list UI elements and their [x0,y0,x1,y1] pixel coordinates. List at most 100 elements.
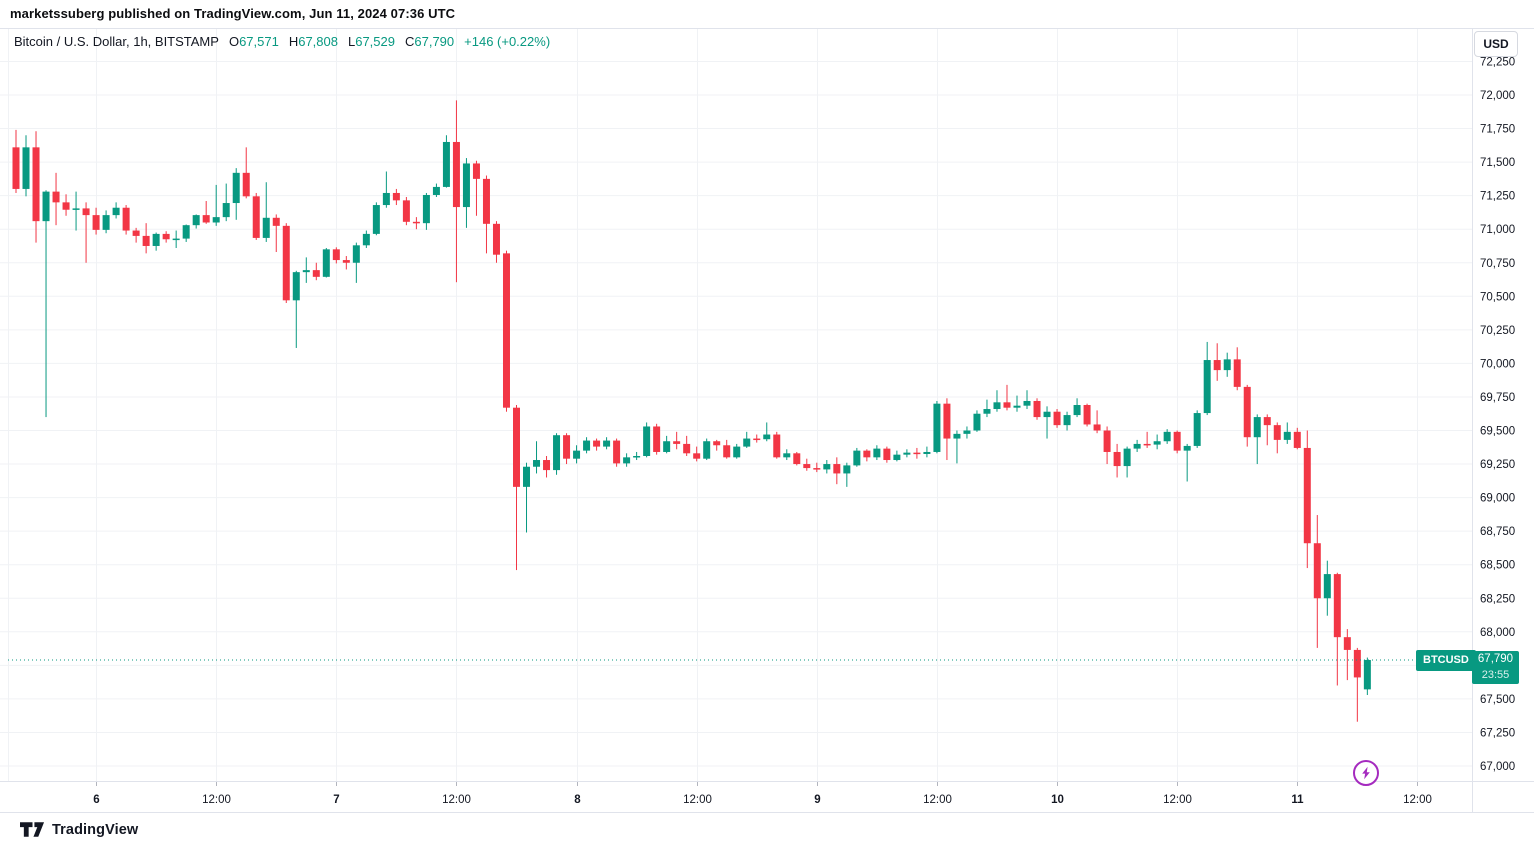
candle-up [523,466,531,487]
candle-down [62,202,70,210]
candle-wick [1346,629,1348,681]
candle-wick [816,462,818,473]
candle-down [683,443,691,454]
candle-wick [45,190,47,418]
price-axis-label: 67,500 [1480,694,1515,706]
candle-down [1293,431,1301,448]
tradingview-mark-icon [20,822,45,837]
candle-up [1123,448,1131,467]
candle-up [623,457,631,464]
symbol-title[interactable]: Bitcoin / U.S. Dollar, 1h, BITSTAMP [14,34,219,49]
candle-wick [1146,431,1148,448]
price-axis-label: 70,750 [1480,258,1515,270]
candle-up [1223,359,1231,371]
candle-up [783,453,791,458]
candle-up [763,434,771,440]
candle-down [52,191,60,203]
candle-down [82,208,90,216]
tradingview-logo[interactable]: TradingView [20,822,138,838]
candle-down [1213,360,1221,371]
candle-up [22,147,30,189]
candle-up [1203,360,1211,414]
candle-down [793,453,801,465]
candle-down [142,235,150,246]
candle-down [162,233,170,240]
candle-down [32,147,40,222]
candle-up [603,440,611,447]
candle-wick [475,160,477,216]
candle-down [272,217,280,226]
candle-down [613,440,621,464]
price-axis-label: 67,000 [1480,761,1515,773]
price-axis-label: 69,250 [1480,459,1515,471]
price-axis-label: 71,000 [1480,224,1515,236]
candle-up [182,225,190,239]
candle-up [993,402,1001,410]
candle-up [853,450,861,466]
candle-down [252,196,260,238]
candle-wick [766,422,768,442]
candle-up [1323,574,1331,599]
candle-down [282,225,290,301]
candle-up [372,205,380,234]
chart-legend: Bitcoin / U.S. Dollar, 1h, BITSTAMP O67,… [14,34,550,49]
candle-up [352,245,360,263]
candle-down [1353,649,1361,678]
candle-down [342,260,350,263]
candle-up [1153,441,1161,445]
candle-up [262,217,270,238]
candle-up [963,430,971,434]
candle-wick [305,257,307,283]
candle-up [703,441,711,459]
candle-up [743,438,751,447]
candle-up [292,272,300,301]
price-axis-label: 70,500 [1480,291,1515,303]
candle-down [242,172,250,197]
price-axis-label: 69,500 [1480,426,1515,438]
candle-wick [986,399,988,418]
candle-down [1093,424,1101,431]
candle-up [382,192,390,206]
event-marker-button[interactable] [1353,760,1379,786]
candle-down [753,438,761,441]
bar-countdown: 23:55 [1481,669,1510,681]
candle-down [713,441,721,446]
candle-up [733,446,741,458]
candle-up [1193,413,1201,446]
candle-up [1073,405,1081,416]
time-axis-label: 8 [574,794,581,806]
time-axis-label: 12:00 [923,794,952,806]
candle-down [1243,386,1251,438]
candle-down [1003,402,1011,408]
candle-up [533,460,541,467]
candle-down [1173,431,1181,451]
candle-up [1283,431,1291,440]
candle-up [1163,431,1171,442]
time-axis-label: 9 [814,794,820,806]
candle-wick [205,201,207,224]
candle-wick [85,202,87,263]
price-axis-label: 72,250 [1480,56,1515,68]
candle-down [1263,417,1271,426]
candle-down [1033,400,1041,418]
candle-wick [1046,406,1048,439]
candle-up [462,163,470,208]
candle-wick [265,182,267,242]
candle-down [803,464,811,469]
candle-down [833,464,841,474]
candle-down [202,215,210,223]
time-axis-label: 6 [93,794,99,806]
candle-wick [536,441,538,474]
candle-down [492,223,500,255]
candle-up [232,172,240,204]
candle-down [132,230,140,236]
candle-wick [1006,384,1008,411]
candle-down [12,147,20,189]
candle-wick [75,191,77,231]
candle-up [983,409,991,414]
candle-wick [516,405,517,571]
tradingview-logo-text: TradingView [52,822,139,838]
currency-unit-button[interactable]: USD [1474,31,1518,57]
price-axis-label: 68,250 [1480,593,1515,605]
